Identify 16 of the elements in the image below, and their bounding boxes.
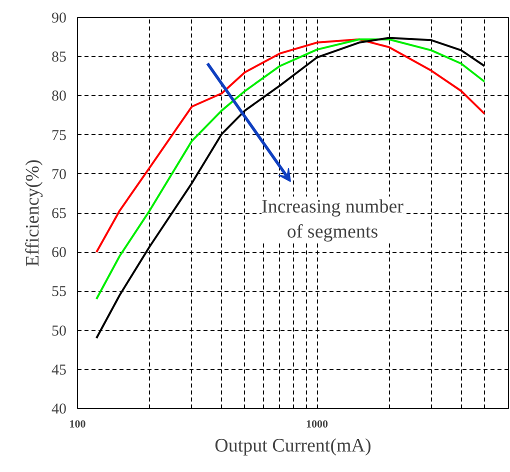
y-tick-label: 70 bbox=[52, 166, 66, 183]
annotation: Increasing number of segments bbox=[262, 196, 404, 243]
y-tick-label: 75 bbox=[52, 128, 66, 144]
x-tick-label: 100 bbox=[69, 418, 86, 430]
x-tick-label: 1000 bbox=[306, 418, 329, 430]
y-tick-label: 50 bbox=[52, 323, 66, 340]
x-axis-title: Output Current(mA) bbox=[214, 436, 372, 456]
y-tick-label: 85 bbox=[52, 50, 66, 66]
y-tick-label: 55 bbox=[52, 284, 66, 300]
y-axis-title: Efficiency(%) bbox=[22, 159, 44, 267]
y-tick-label: 80 bbox=[52, 88, 66, 105]
y-tick-label: 90 bbox=[52, 10, 66, 26]
y-tick-label: 40 bbox=[52, 402, 66, 418]
y-tick-label: 65 bbox=[52, 206, 66, 222]
y-tick-label: 45 bbox=[52, 362, 66, 378]
y-tick-label: 60 bbox=[52, 245, 66, 262]
